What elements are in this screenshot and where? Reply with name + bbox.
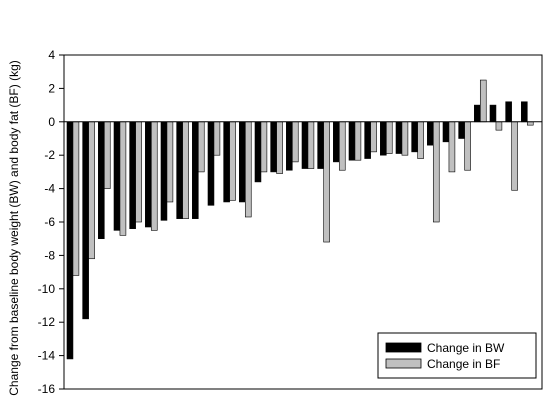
bar-bf bbox=[432, 121, 440, 223]
bar-bw bbox=[395, 121, 403, 154]
y-tick-label: -8 bbox=[44, 248, 55, 262]
y-tick-label: 0 bbox=[48, 115, 55, 129]
bar-bf bbox=[448, 121, 456, 173]
bar-bw bbox=[82, 121, 89, 320]
legend-label-bw: Change in BW bbox=[427, 341, 505, 355]
plot-frame bbox=[63, 54, 543, 390]
bar-bw bbox=[239, 121, 246, 203]
legend-label-bf: Change in BF bbox=[427, 357, 500, 371]
bar-bf bbox=[338, 121, 346, 171]
bar-bw bbox=[98, 121, 105, 240]
bar-bf bbox=[244, 121, 252, 218]
bar-bw bbox=[207, 121, 215, 206]
bar-bf bbox=[276, 121, 283, 174]
bar-bf bbox=[103, 121, 111, 189]
bar-bf bbox=[307, 121, 315, 169]
bar-bw bbox=[442, 121, 450, 143]
bar-bf bbox=[166, 121, 174, 203]
y-tick-label: -2 bbox=[44, 148, 55, 162]
bar-bw bbox=[286, 121, 293, 171]
bar-bw bbox=[411, 121, 418, 153]
legend-swatch-bf bbox=[385, 358, 422, 369]
bar-bw bbox=[145, 121, 152, 228]
bar-bw bbox=[458, 121, 465, 139]
bar-bw bbox=[192, 121, 199, 219]
bar-bf bbox=[401, 121, 409, 156]
bar-bw bbox=[66, 121, 74, 360]
bar-bf bbox=[323, 121, 330, 243]
bar-bw bbox=[521, 101, 528, 123]
bar-bf bbox=[229, 121, 236, 201]
bar-bw bbox=[270, 121, 277, 173]
y-tick-label: -6 bbox=[44, 215, 55, 229]
bar-bw bbox=[176, 121, 183, 219]
bar-bw bbox=[223, 121, 230, 203]
y-tick-label: -12 bbox=[38, 315, 56, 329]
y-axis-ticks: 4 2 0 -2 -4 -6 -8 -10 -12 -14 -16 bbox=[38, 48, 64, 396]
bar-bw bbox=[160, 121, 168, 221]
y-axis-title: Change from baseline body weight (BW) an… bbox=[7, 60, 21, 395]
bar-bw bbox=[333, 121, 340, 163]
bar-bw bbox=[427, 121, 434, 146]
bar-bw bbox=[489, 104, 497, 123]
bar-bw bbox=[317, 121, 324, 169]
bar-bf bbox=[72, 121, 80, 276]
legend-swatch-bw bbox=[385, 342, 422, 353]
bar-bf bbox=[495, 121, 503, 131]
y-tick-label: -10 bbox=[38, 282, 56, 296]
bar-bf bbox=[370, 121, 377, 153]
bar-bw bbox=[113, 121, 121, 231]
bar-bw bbox=[364, 121, 371, 159]
bar-bw bbox=[129, 121, 136, 229]
bar-bw bbox=[301, 121, 309, 169]
y-tick-label: -14 bbox=[38, 349, 56, 363]
bar-bf bbox=[511, 121, 518, 191]
bar-bf bbox=[197, 121, 205, 173]
bar-bf bbox=[354, 121, 362, 161]
y-tick-label: 2 bbox=[48, 81, 55, 95]
bar-bf bbox=[119, 121, 127, 236]
bar-bw bbox=[254, 121, 262, 183]
y-tick-label: -16 bbox=[38, 382, 56, 396]
bar-bw bbox=[348, 121, 356, 161]
bar-bf bbox=[385, 121, 393, 154]
bar-bf bbox=[464, 121, 471, 171]
bar-bf bbox=[135, 121, 142, 223]
legend-box bbox=[377, 332, 537, 379]
bar-bw bbox=[505, 101, 512, 123]
bar-bf bbox=[417, 121, 424, 159]
y-tick-label: -4 bbox=[44, 182, 55, 196]
bar-bw bbox=[474, 104, 481, 123]
bar-bf bbox=[150, 121, 158, 231]
bar-bf bbox=[213, 121, 221, 156]
bar-bf bbox=[479, 79, 487, 123]
bar-bf bbox=[88, 121, 95, 260]
y-tick-label: 4 bbox=[48, 48, 55, 62]
legend: Change in BW Change in BF bbox=[377, 332, 537, 379]
bar-bf bbox=[182, 121, 189, 219]
bar-bw bbox=[380, 121, 387, 156]
bar-bf bbox=[291, 121, 299, 163]
bar-bf bbox=[260, 121, 268, 173]
bar-bf bbox=[526, 121, 534, 126]
